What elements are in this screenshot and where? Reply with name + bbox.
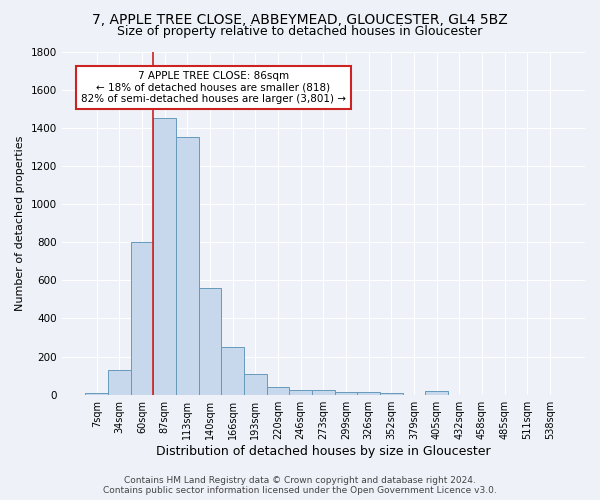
Bar	[266, 387, 289, 394]
Text: Size of property relative to detached houses in Gloucester: Size of property relative to detached ho…	[118, 25, 482, 38]
Text: Contains HM Land Registry data © Crown copyright and database right 2024.
Contai: Contains HM Land Registry data © Crown c…	[103, 476, 497, 495]
Bar	[176, 138, 199, 394]
Bar	[289, 390, 312, 394]
Bar	[335, 392, 358, 394]
Bar	[199, 288, 221, 395]
Y-axis label: Number of detached properties: Number of detached properties	[15, 136, 25, 311]
Bar	[358, 392, 380, 394]
Bar	[108, 370, 131, 394]
Bar	[425, 391, 448, 394]
Bar	[380, 393, 403, 394]
X-axis label: Distribution of detached houses by size in Gloucester: Distribution of detached houses by size …	[156, 444, 491, 458]
Bar	[244, 374, 266, 394]
Bar	[221, 348, 244, 395]
Text: 7, APPLE TREE CLOSE, ABBEYMEAD, GLOUCESTER, GL4 5BZ: 7, APPLE TREE CLOSE, ABBEYMEAD, GLOUCEST…	[92, 12, 508, 26]
Text: 7 APPLE TREE CLOSE: 86sqm
← 18% of detached houses are smaller (818)
82% of semi: 7 APPLE TREE CLOSE: 86sqm ← 18% of detac…	[81, 71, 346, 104]
Bar	[312, 390, 335, 394]
Bar	[85, 393, 108, 394]
Bar	[131, 242, 154, 394]
Bar	[154, 118, 176, 394]
